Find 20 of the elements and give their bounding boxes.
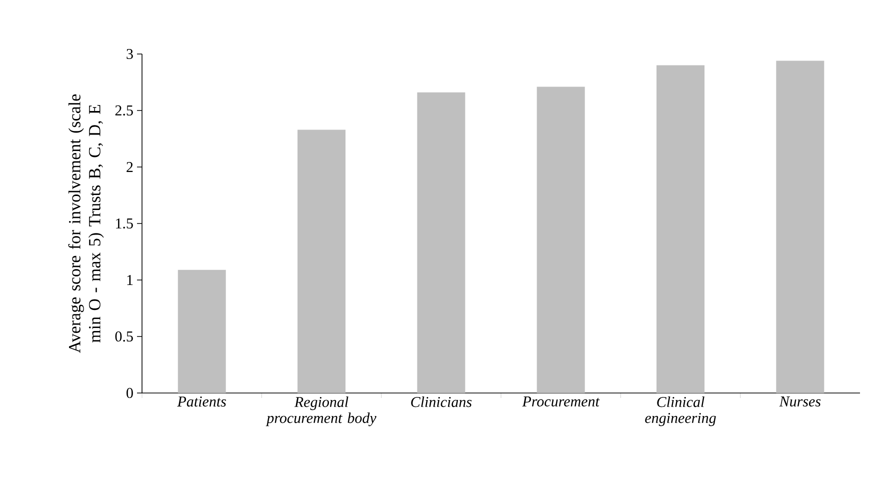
bar [536,86,585,393]
y-tick-label: 0 [126,388,133,398]
y-tick-label: 2.5 [115,105,133,116]
bar [776,60,824,393]
bar [178,270,226,393]
y-tick-label: 3 [126,48,133,60]
bar [417,92,466,393]
x-tick-label: Regional procurement body [266,396,376,426]
x-tick-label: Procurement [522,396,600,407]
x-tick-label: Patients [177,396,226,407]
x-tick-label: Clinical engineering [645,396,716,426]
bar [298,130,346,393]
y-tick-label: 1.5 [116,218,133,229]
y-tick-label: 1 [127,275,133,285]
x-tick-label: Clinicians [411,396,472,408]
y-tick-label: 0.5 [115,331,133,342]
y-tick-label: 2 [126,162,133,172]
x-tick-label: Nurses [779,396,821,407]
y-axis-title: Average score for involvement (scale min O - max 5) Trusts B, C, D, E [68,94,104,353]
bar [656,65,704,393]
